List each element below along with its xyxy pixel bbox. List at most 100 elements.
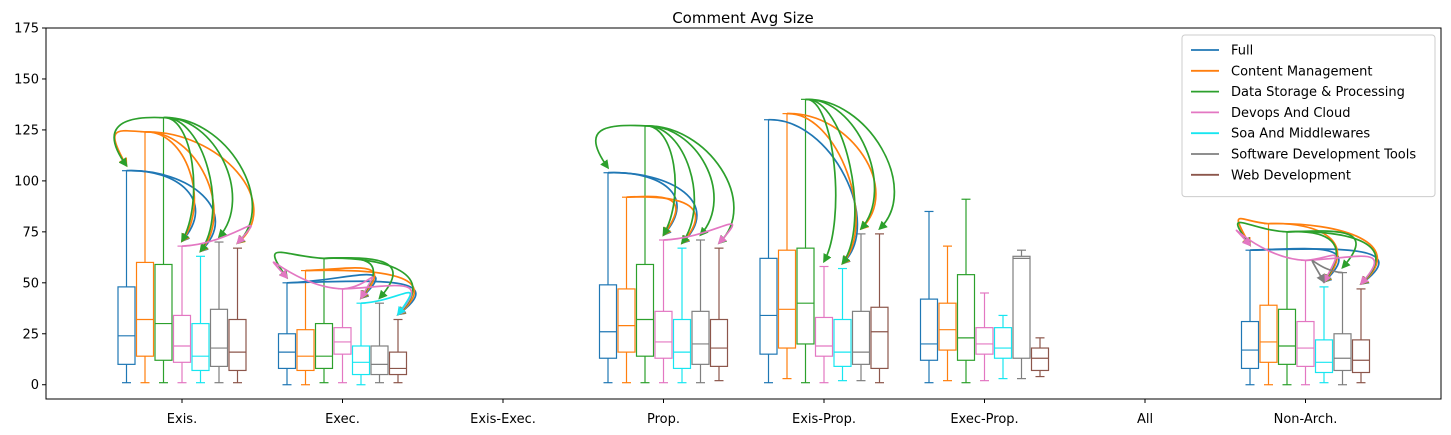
- box-Exis-Prop.-Devops And Cloud: [814, 265, 834, 384]
- significance-arrow: [163, 116, 195, 243]
- legend-label: Software Development Tools: [1231, 148, 1416, 163]
- significance-arrow: [1249, 247, 1340, 284]
- box-Exis-Prop.-Full: [759, 119, 778, 384]
- significance-arrow: [1305, 255, 1376, 286]
- box-iqr: [672, 318, 692, 370]
- significance-arrow: [768, 118, 859, 265]
- box-iqr: [956, 274, 976, 361]
- significance-arrow: [273, 251, 325, 280]
- box-Exec.-Data Storage & Processing: [314, 257, 334, 384]
- box-Exis.-Software Development Tools: [209, 241, 229, 384]
- box-iqr: [135, 261, 155, 357]
- x-tick-label: Exec-Prop.: [950, 412, 1018, 427]
- box-Exec-Prop.-Full: [919, 210, 939, 384]
- box-Non-Arch.-Soa And Middlewares: [1314, 286, 1334, 384]
- box-iqr: [938, 302, 957, 351]
- significance-arrow: [1236, 221, 1288, 247]
- significance-arrow: [342, 284, 413, 316]
- chart-title: Comment Avg Size: [672, 9, 814, 27]
- legend-label: Content Management: [1231, 64, 1372, 79]
- box-Non-Arch.-Content Management: [1259, 223, 1278, 386]
- box-iqr: [370, 345, 389, 376]
- box-Exec.-Devops And Cloud: [333, 288, 352, 384]
- box-iqr: [777, 249, 797, 349]
- significance-arrow: [1237, 217, 1269, 247]
- x-tick-label: Exis-Exec.: [470, 412, 536, 427]
- box-iqr: [314, 322, 334, 370]
- significance-arrow: [644, 124, 677, 237]
- box-iqr: [833, 318, 852, 367]
- box-Prop.-Soa And Middlewares: [672, 247, 692, 384]
- box-Exis-Prop.-Data Storage & Processing: [796, 98, 815, 384]
- box-Non-Arch.-Data Storage & Processing: [1277, 231, 1297, 386]
- y-tick-label: 125: [14, 123, 39, 138]
- box-iqr: [154, 263, 173, 361]
- x-tick-label: Prop.: [647, 412, 680, 427]
- significance-arrow: [360, 291, 412, 316]
- box-Exec-Prop.-Devops And Cloud: [975, 292, 994, 382]
- box-iqr: [759, 257, 778, 355]
- significance-arrow: [272, 261, 343, 290]
- y-tick-label: 0: [31, 378, 39, 393]
- box-Exis.-Data Storage & Processing: [154, 117, 173, 384]
- box-iqr: [228, 318, 247, 372]
- box-Exec-Prop.-Soa And Middlewares: [993, 314, 1013, 380]
- box-iqr: [598, 284, 618, 359]
- box-Exec.-Software Development Tools: [370, 302, 389, 384]
- y-tick-label: 175: [14, 22, 39, 37]
- box-Exec.-Soa And Middlewares: [351, 302, 371, 386]
- box-Exec-Prop.-Web Development: [1030, 337, 1050, 378]
- box-Exec.-Full: [277, 282, 297, 386]
- significance-arrow: [805, 98, 837, 264]
- x-tick-label: Exec.: [325, 412, 360, 427]
- box-iqr: [296, 329, 315, 372]
- box-iqr: [1296, 320, 1315, 367]
- box-iqr: [1314, 339, 1334, 374]
- significance-arrow: [144, 131, 255, 245]
- x-tick-label: Exis.: [167, 412, 197, 427]
- y-tick-label: 150: [14, 72, 39, 87]
- box-iqr: [919, 298, 939, 361]
- box-iqr: [117, 286, 136, 365]
- box-Exec-Prop.-Data Storage & Processing: [956, 198, 976, 384]
- box-iqr: [277, 333, 297, 370]
- legend-label: Data Storage & Processing: [1231, 85, 1405, 100]
- x-tick-label: All: [1137, 412, 1153, 427]
- box-iqr: [1277, 308, 1297, 365]
- box-Prop.-Full: [598, 172, 618, 384]
- significance-arrow: [144, 131, 215, 253]
- significance-arrow: [286, 280, 417, 316]
- significance-arrow: [181, 224, 252, 247]
- box-Exis.-Web Development: [228, 247, 247, 384]
- significance-arrow: [805, 98, 896, 231]
- box-Exec.-Web Development: [388, 318, 408, 384]
- significance-arrow: [594, 124, 646, 170]
- box-iqr: [333, 327, 352, 355]
- box-iqr: [617, 288, 636, 353]
- box-Exis.-Full: [117, 170, 136, 384]
- box-Exis.-Soa And Middlewares: [191, 255, 210, 384]
- significance-arrow: [786, 112, 877, 231]
- legend: Full Content Management Data Storage & Pro…: [1181, 34, 1436, 198]
- significance-arrow: [607, 171, 698, 245]
- box-iqr: [209, 308, 229, 367]
- box-Exis-Prop.-Content Management: [777, 113, 797, 380]
- significance-arrow: [114, 129, 146, 168]
- box-Exis.-Content Management: [135, 131, 155, 384]
- box-Exec.-Content Management: [296, 269, 315, 386]
- legend-label: Soa And Middlewares: [1231, 127, 1370, 142]
- box-iqr: [1012, 255, 1031, 359]
- significance-arrow: [644, 124, 715, 237]
- significance-arrow: [305, 269, 415, 316]
- box-Exis-Prop.-Web Development: [870, 233, 889, 384]
- box-Non-Arch.-Full: [1240, 249, 1260, 386]
- box-Non-Arch.-Web Development: [1351, 288, 1371, 384]
- box-iqr: [1240, 320, 1260, 370]
- box-iqr: [654, 310, 673, 359]
- box-iqr: [975, 327, 994, 355]
- box-Exis-Prop.-Software Development Tools: [851, 233, 871, 382]
- box-Prop.-Data Storage & Processing: [635, 125, 655, 384]
- legend-label: Devops And Cloud: [1231, 106, 1350, 121]
- box-Prop.-Web Development: [709, 247, 729, 382]
